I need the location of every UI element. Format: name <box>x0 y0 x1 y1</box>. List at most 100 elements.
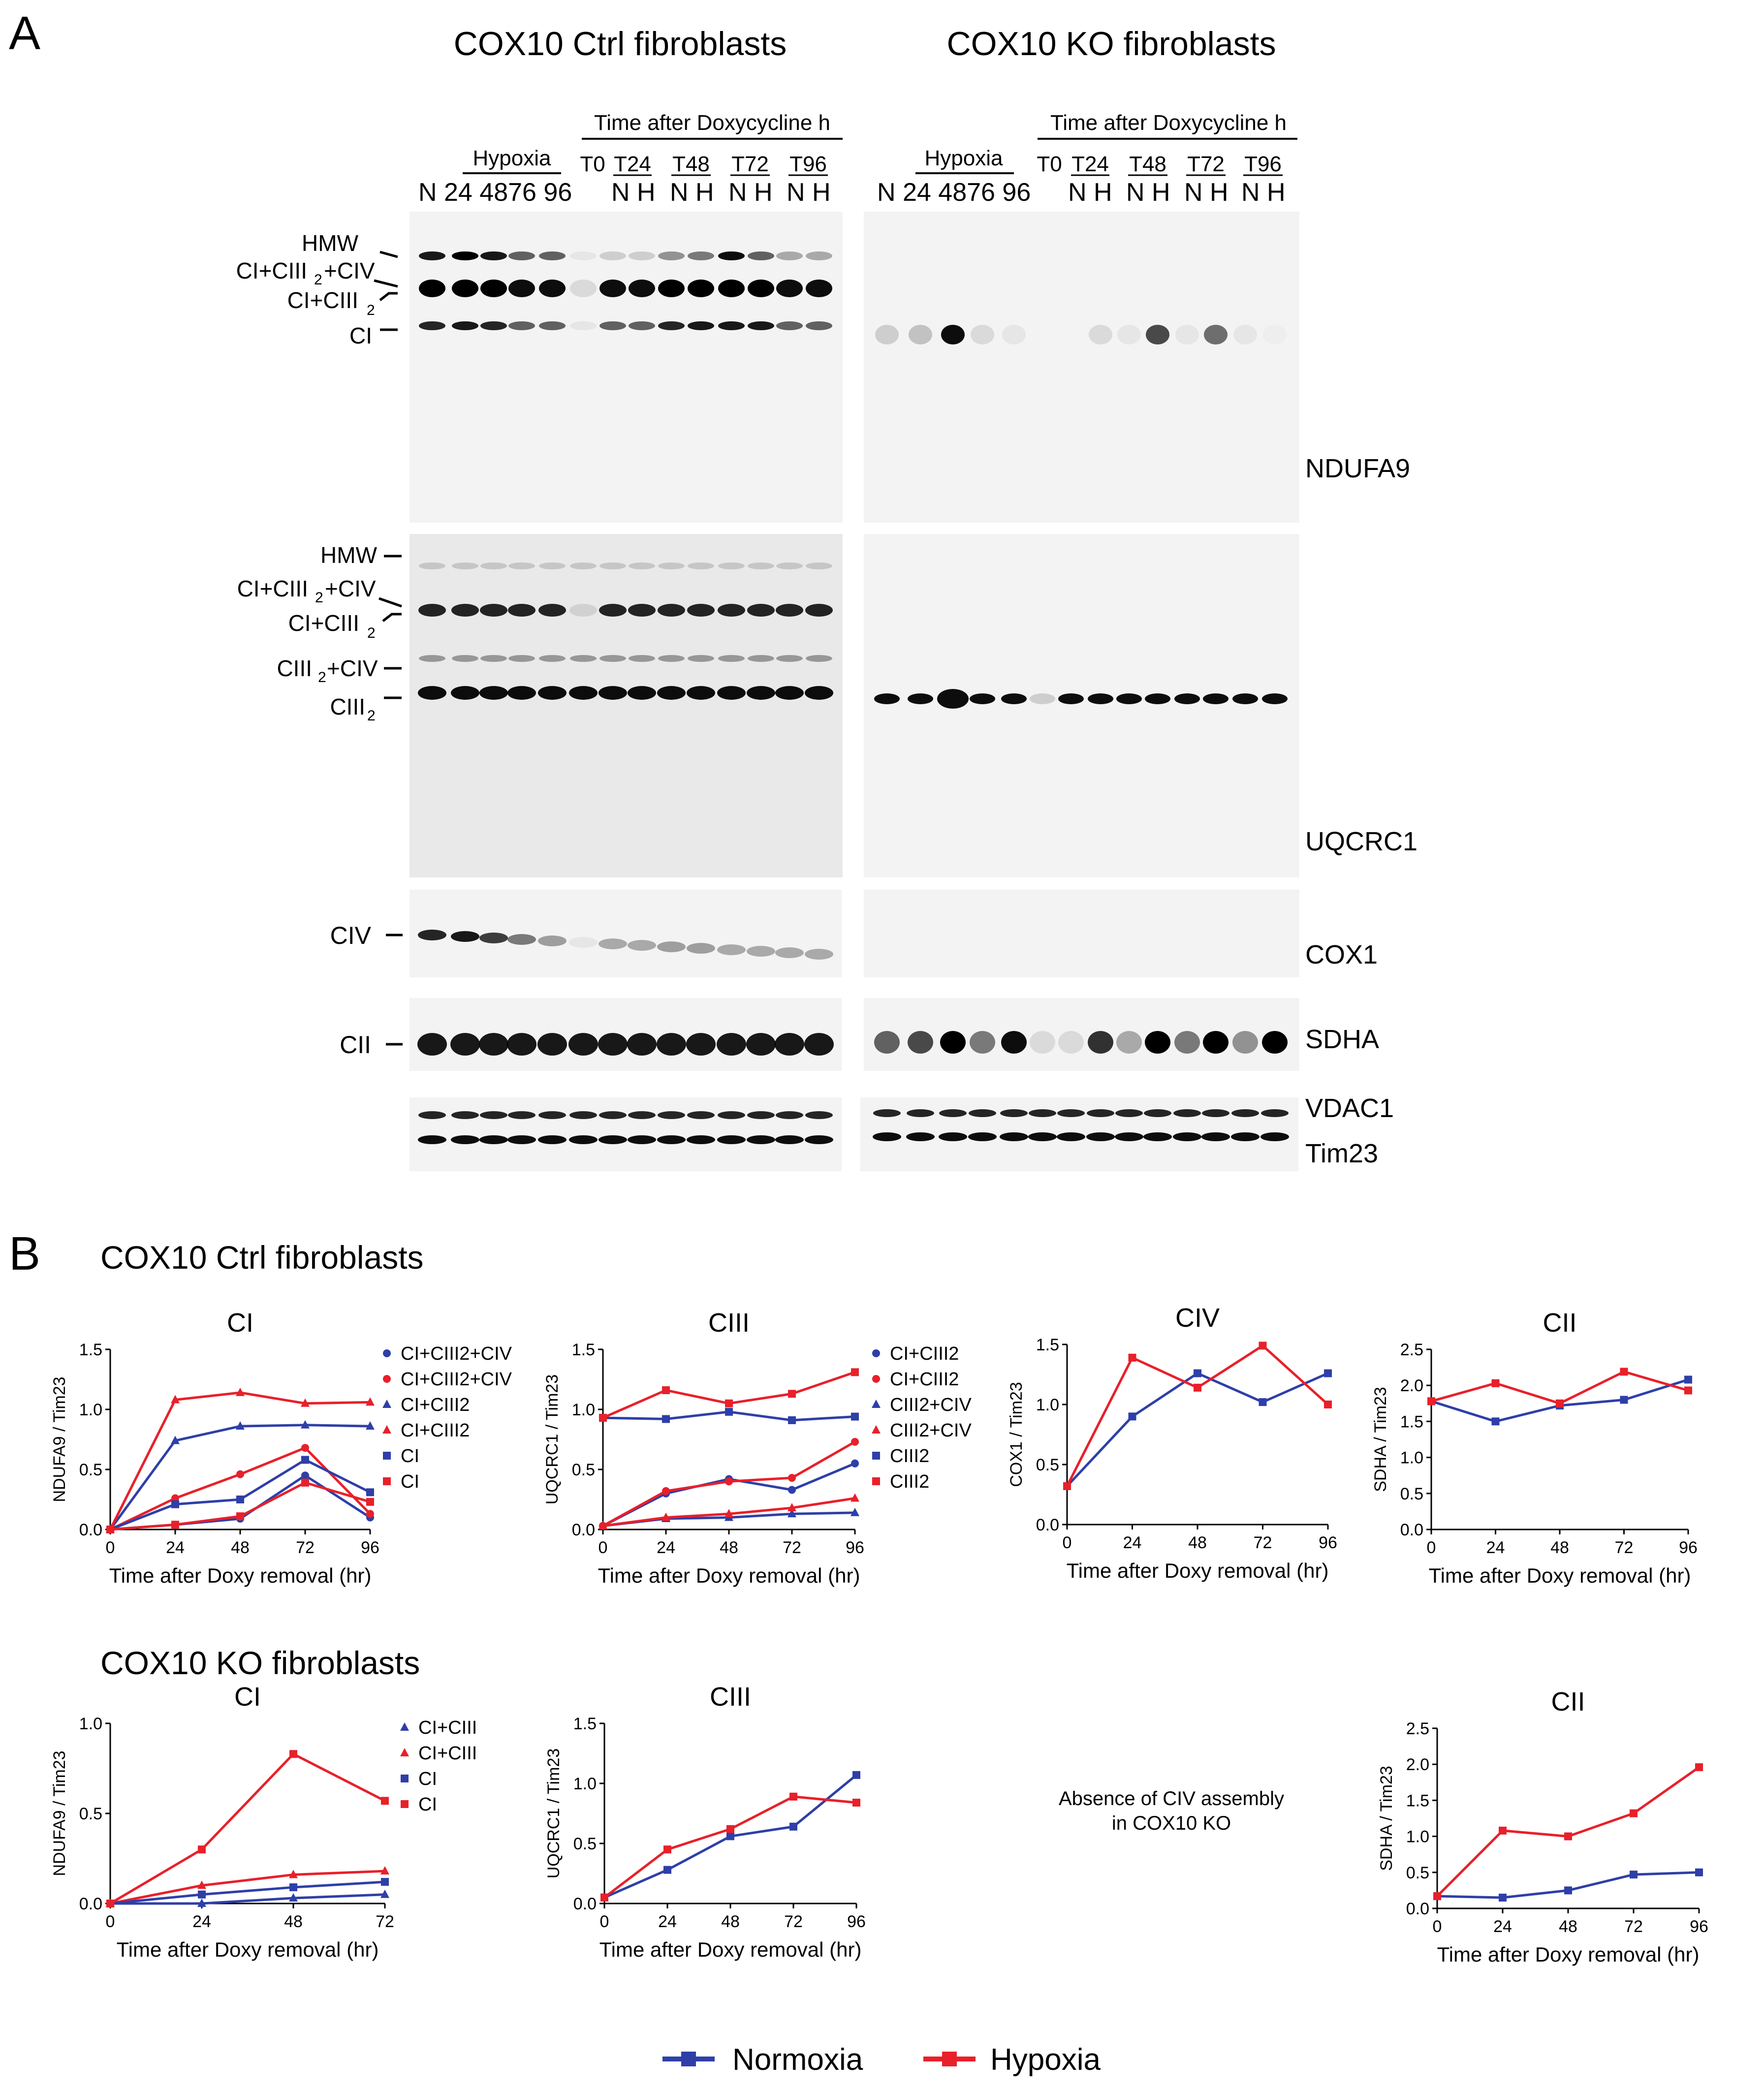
sdha-ko-band <box>1262 1031 1288 1054</box>
absence-note-line1: Absence of CIV assembly <box>1059 1788 1284 1809</box>
uqcrc1-ctrl-band <box>451 604 479 617</box>
ctrl-ci-xlabel: Time after Doxy removal (hr) <box>109 1564 372 1587</box>
ko-ciii-series-1-point <box>726 1825 734 1833</box>
uqcrc1-ctrl-band <box>748 655 774 662</box>
tim23-ko-band <box>1143 1132 1172 1141</box>
ctrl-ci-series-1-point <box>301 1444 309 1452</box>
ko-ciii-series-0-point <box>726 1832 734 1840</box>
ko-ci-legend-label: CI <box>418 1794 437 1815</box>
ko-ciii-ytick-label: 0.0 <box>573 1895 597 1913</box>
chart-ko-ci: CI 0.0 0.5 1.0 0 24 48 72 Time after Doxy remova… <box>50 1682 477 1961</box>
ko-ciii-ytick-label: 1.0 <box>573 1775 597 1793</box>
tim23-ko-band <box>1000 1132 1028 1141</box>
condition-legend: Normoxia Hypoxia <box>662 2043 1101 2077</box>
ko-cii-title: CII <box>1551 1687 1585 1716</box>
ko-t96: T96 <box>1244 152 1282 176</box>
ndufa9-ctrl-band <box>629 321 655 330</box>
uqcrc1-ctrl-band <box>806 655 832 662</box>
ctrl-civ-series-1-point <box>1194 1383 1201 1392</box>
ndufa9-ctrl-band <box>776 280 803 297</box>
ko-cii-series-0-point <box>1564 1886 1572 1895</box>
uqcrc1-ctrl-band <box>480 562 507 569</box>
ko-cii-ytick-label: 1.5 <box>1406 1791 1429 1810</box>
u-band-label-ciii2-civ-b: +CIV <box>327 655 378 681</box>
ko-ci-legend-label: CI+CIII <box>418 1743 477 1764</box>
vdac1-ctrl-band <box>538 1111 566 1119</box>
ctrl-cii-ytick-label: 0.0 <box>1400 1521 1423 1539</box>
antibody-uqcrc1: UQCRC1 <box>1305 827 1418 856</box>
ko-ciii-ytick-label: 1.5 <box>573 1715 597 1733</box>
u-band-sub3: 2 <box>318 669 326 686</box>
ctrl-cii-xtick-label: 72 <box>1615 1538 1634 1557</box>
uqcrc1-ctrl-band <box>805 686 833 700</box>
ctrl-ciii-series-2-point <box>850 1507 859 1516</box>
u-band-label-hmw: HMW <box>320 542 378 568</box>
ctrl-cii-xlabel: Time after Doxy removal (hr) <box>1429 1564 1691 1587</box>
ko-nh-72: N H <box>1184 178 1228 207</box>
ctrl-ciii-series-4-point <box>788 1416 796 1424</box>
ndufa9-band-labels: HMW CI+CIII 2 +CIV CI+CIII 2 CI <box>236 230 398 348</box>
cox1-ctrl-band <box>687 943 715 954</box>
ctrl-ciii-xtick-label: 96 <box>846 1538 864 1557</box>
ctrl-ciii-series-3-point <box>724 1509 733 1518</box>
uqcrc1-ctrl-band <box>419 655 445 662</box>
uqcrc1-ko-band <box>937 689 969 709</box>
u-band-sub4: 2 <box>367 708 376 724</box>
ko-cii-xtick-label: 96 <box>1690 1917 1708 1936</box>
ko-ci-ytick-label: 0.0 <box>79 1895 102 1913</box>
sdha-ko-band <box>874 1031 900 1054</box>
ndufa9-ctrl-band <box>539 251 566 260</box>
ko-nh-96: N H <box>1241 178 1286 207</box>
uqcrc1-ctrl-band <box>688 655 714 662</box>
blot-cox1-ctrl <box>410 890 842 977</box>
vdac1-ko-band <box>1144 1109 1171 1117</box>
sdha-ko-band <box>908 1031 933 1054</box>
ctrl-ci-series-5-point <box>106 1526 114 1533</box>
cox1-ctrl-band <box>775 947 804 958</box>
ko-ci-legend-label: CI <box>418 1769 437 1789</box>
uqcrc1-ctrl-band <box>658 604 685 617</box>
sdha-ctrl-band <box>568 1033 598 1056</box>
uqcrc1-ctrl-band <box>569 686 598 700</box>
ctrl-civ-xtick-label: 24 <box>1123 1533 1142 1552</box>
ndufa9-ko-band <box>1233 325 1257 344</box>
ko-cii-ylabel: SDHA / Tim23 <box>1377 1766 1396 1871</box>
ndufa9-ko-band <box>971 325 994 344</box>
vdac1-ctrl-band <box>508 1111 536 1119</box>
ctrl-charts-title: COX10 Ctrl fibroblasts <box>100 1239 424 1276</box>
ndufa9-ko-band <box>941 325 965 344</box>
ctrl-civ-xtick-label: 96 <box>1319 1533 1337 1552</box>
uqcrc1-ko-band <box>1001 693 1027 704</box>
uqcrc1-ctrl-band <box>747 604 775 617</box>
tim23-ctrl-band <box>569 1135 598 1144</box>
vdac1-ctrl-band <box>569 1111 597 1119</box>
ko-ci-series-3-point <box>289 1750 297 1758</box>
ko-cii-series-0-point <box>1630 1871 1638 1879</box>
cox1-ctrl-band <box>569 937 598 948</box>
ko-ci-series-1-line <box>110 1870 385 1905</box>
sdha-ko-band <box>1088 1031 1113 1054</box>
blot-sdha-ko <box>864 998 1299 1071</box>
ctrl-ci-legend-marker <box>382 1425 391 1434</box>
ko-ciii-xtick-label: 96 <box>847 1912 866 1931</box>
uqcrc1-ko-band <box>1203 693 1228 704</box>
uqcrc1-band-ticks <box>378 555 402 699</box>
vdac1-ctrl-band <box>451 1111 479 1119</box>
ko-cii-ytick-label: 0.5 <box>1406 1864 1429 1882</box>
blot-ndufa9-ctrl <box>410 212 843 523</box>
ctrl-civ-ytick-label: 1.0 <box>1036 1396 1059 1414</box>
ctrl-ciii-series-3-point <box>598 1521 607 1529</box>
uqcrc1-ctrl-band <box>776 604 803 617</box>
ko-ciii-series-0-point <box>789 1822 797 1831</box>
ko-ci-series-1-point <box>197 1880 206 1889</box>
cox1-ctrl-band <box>507 934 536 945</box>
uqcrc1-ctrl-band <box>538 604 566 617</box>
ko-hyp-lanes: N 24 4876 96 <box>877 178 1031 207</box>
ndufa9-ctrl-band <box>419 280 445 297</box>
ctrl-ciii-legend-marker <box>872 1477 880 1485</box>
sdha-ctrl-band <box>775 1033 804 1056</box>
ctrl-ci-series-2-point <box>236 1421 245 1430</box>
legend-normoxia-label: Normoxia <box>732 2043 863 2077</box>
cox1-ctrl-band <box>538 936 567 946</box>
sdha-ctrl-band <box>450 1033 480 1056</box>
